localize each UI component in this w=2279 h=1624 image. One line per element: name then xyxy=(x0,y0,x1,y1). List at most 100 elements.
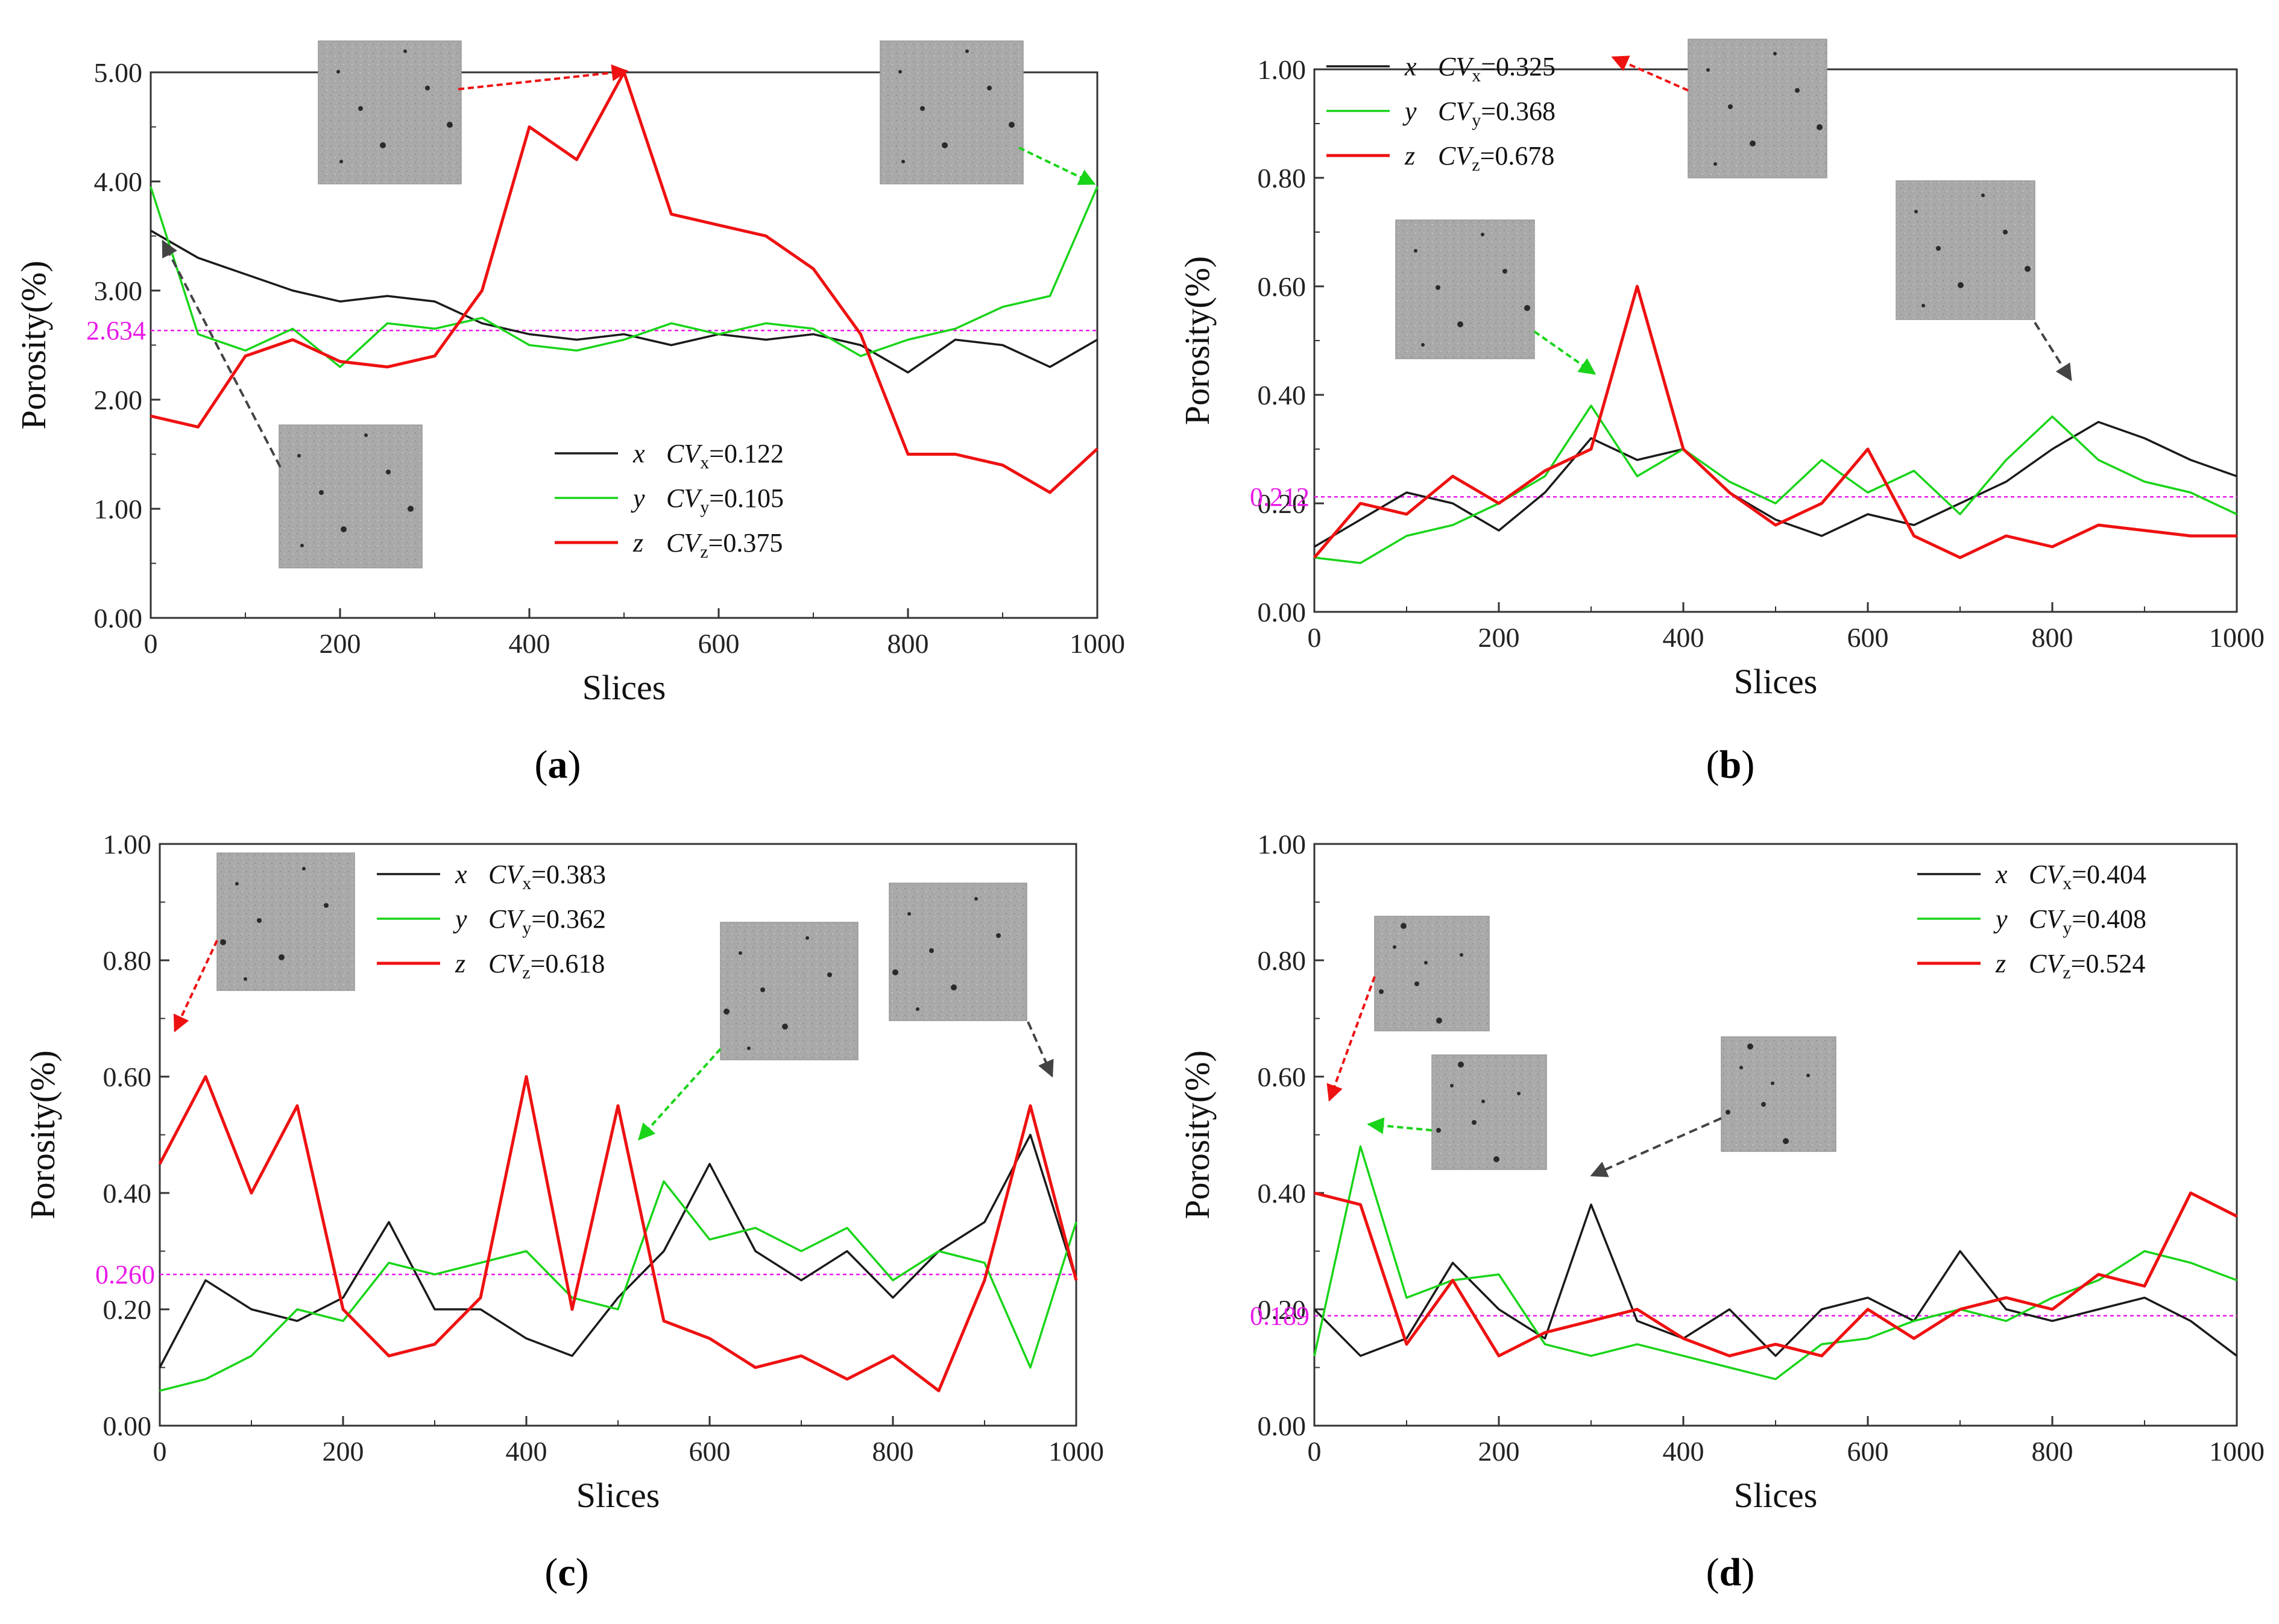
data-point-x xyxy=(529,333,530,335)
x-tick-label: 800 xyxy=(887,628,929,659)
pore-dot xyxy=(425,86,430,90)
data-point-y xyxy=(1360,562,1361,564)
legend-series-letter: z xyxy=(632,528,643,558)
data-point-x xyxy=(1637,459,1638,461)
data-point-z xyxy=(860,333,861,335)
legend-series-letter: z xyxy=(455,949,465,978)
mean-label: 0.260 xyxy=(95,1260,155,1289)
cv-value: =0.678 xyxy=(1480,141,1555,171)
legend-cv-label: CVz=0.678 xyxy=(1438,141,1554,175)
data-point-x xyxy=(1959,503,1961,504)
pore-dot xyxy=(336,70,340,74)
callout-arrow-x xyxy=(162,239,282,468)
pore-dot xyxy=(920,106,925,111)
pore-dot xyxy=(974,897,978,901)
pore-dot xyxy=(782,1024,788,1030)
pore-dot xyxy=(1436,1018,1442,1024)
cv-subscript: z xyxy=(700,542,708,562)
legend-series-letter: y xyxy=(1993,904,2008,934)
legend-cv-label: CVz=0.524 xyxy=(2029,949,2145,983)
data-point-z xyxy=(2098,1274,2099,1275)
data-point-z xyxy=(1590,448,1592,450)
cv-symbol: CV xyxy=(488,860,525,889)
data-point-x xyxy=(813,333,814,335)
chart-panel-c: 0 200 400 600 800 1000 0.00 0.20 0.40 0.60 0.80 1.0… xyxy=(23,829,1104,1594)
data-point-x xyxy=(907,372,909,373)
data-point-z xyxy=(813,268,814,269)
pore-dot xyxy=(1421,343,1425,347)
data-point-x xyxy=(576,339,577,340)
caption-close-paren: ) xyxy=(1741,743,1754,787)
data-point-x xyxy=(339,301,341,302)
pore-dot xyxy=(386,470,391,474)
pore-dot xyxy=(1401,923,1407,929)
pore-dot xyxy=(1761,1102,1766,1107)
data-point-z xyxy=(1637,286,1638,287)
pore-dot xyxy=(403,49,407,53)
data-point-x xyxy=(2190,459,2191,461)
callout-arrow-y xyxy=(638,1048,722,1141)
caption-close-paren: ) xyxy=(1741,1550,1754,1594)
micrograph-inset xyxy=(1721,1036,1836,1152)
data-point-z xyxy=(1360,1204,1361,1205)
legend-cv-label: CVy=0.362 xyxy=(488,904,606,938)
data-point-z xyxy=(1821,503,1822,504)
cv-value: =0.105 xyxy=(709,483,784,513)
y-tick-label: 0.60 xyxy=(103,1062,152,1092)
data-point-z xyxy=(755,1367,756,1368)
cv-value: =0.362 xyxy=(531,904,606,934)
data-point-x xyxy=(2052,448,2053,450)
y-tick-label: 0.20 xyxy=(103,1294,152,1325)
pore-dot xyxy=(1481,233,1484,236)
pore-dot xyxy=(1750,140,1756,146)
cv-subscript: y xyxy=(522,918,531,938)
pore-dot xyxy=(380,142,386,148)
data-point-x xyxy=(1452,1262,1453,1264)
cv-symbol: CV xyxy=(2029,949,2066,978)
pore-dot xyxy=(1713,162,1717,166)
data-point-y xyxy=(387,323,388,324)
pore-dot xyxy=(892,969,898,975)
y-axis-label: Porosity(%) xyxy=(1177,256,1217,425)
legend-series-letter: x xyxy=(455,860,467,889)
x-tick-label: 600 xyxy=(1847,622,1889,653)
pore-dot xyxy=(1393,945,1396,949)
data-point-y xyxy=(1729,1367,1730,1368)
pore-dot xyxy=(1493,1156,1499,1162)
data-point-z xyxy=(1637,1309,1638,1310)
legend-series-letter: y xyxy=(631,483,645,513)
x-tick-label: 1000 xyxy=(1048,1436,1104,1467)
data-point-x xyxy=(1821,1309,1822,1310)
data-point-x xyxy=(1314,1309,1315,1310)
callout-arrow-y xyxy=(1533,330,1597,375)
data-point-y xyxy=(297,1309,298,1310)
pore-dot xyxy=(1795,88,1800,93)
data-point-z xyxy=(342,1309,344,1310)
x-tick-label: 800 xyxy=(2032,622,2073,653)
cv-symbol: CV xyxy=(666,528,703,558)
pore-dot xyxy=(300,544,304,547)
x-tick-label: 400 xyxy=(509,628,550,659)
data-point-z xyxy=(1360,503,1361,504)
data-point-y xyxy=(2190,1262,2191,1264)
y-tick-label: 0.40 xyxy=(1258,380,1307,411)
data-point-x xyxy=(1821,535,1822,537)
cv-value: =0.375 xyxy=(708,528,783,558)
legend-cv-label: CVx=0.404 xyxy=(2029,860,2146,893)
cv-value: =0.325 xyxy=(1481,52,1556,81)
x-tick-label: 400 xyxy=(1663,622,1704,653)
data-point-z xyxy=(955,454,956,455)
y-tick-label: 1.00 xyxy=(103,829,152,860)
chart-panel-a: 0 200 400 600 800 1000 0.00 1.00 2.00 3.00 4.00 5.0… xyxy=(14,40,1125,787)
panel-caption: (b) xyxy=(1706,743,1755,787)
data-point-z xyxy=(292,339,293,340)
pore-dot xyxy=(1739,1066,1743,1069)
data-point-y xyxy=(617,1309,619,1310)
y-tick-label: 5.00 xyxy=(94,57,143,88)
legend-cv-label: CVx=0.122 xyxy=(666,439,784,473)
pore-dot xyxy=(244,977,247,981)
data-point-z xyxy=(2190,1192,2191,1194)
callout-arrow-z xyxy=(1326,976,1376,1102)
pore-dot xyxy=(319,490,324,495)
